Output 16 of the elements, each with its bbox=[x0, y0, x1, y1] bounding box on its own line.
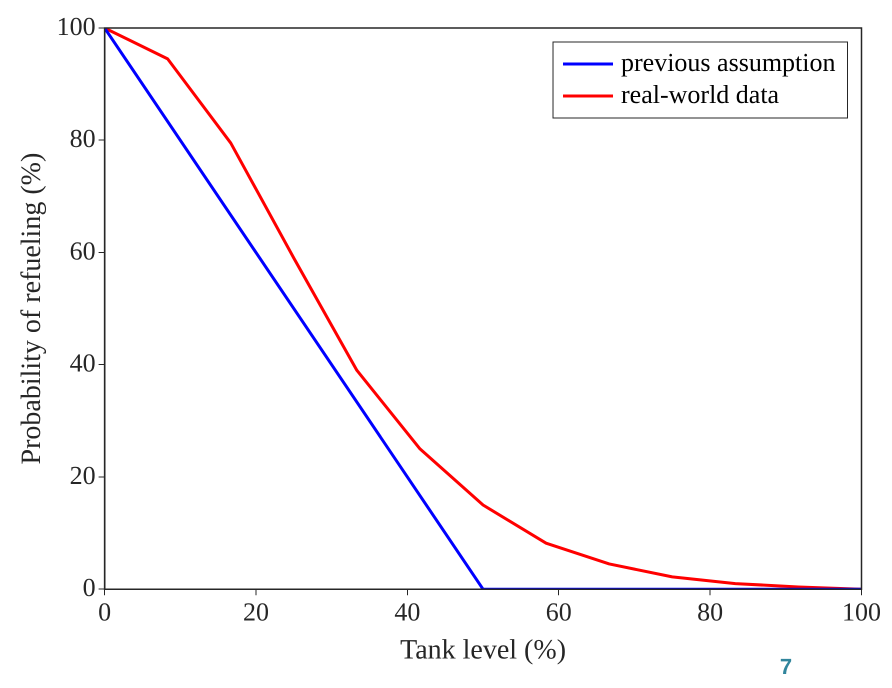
x-tick-label: 20 bbox=[242, 598, 269, 627]
x-tick-label: 80 bbox=[697, 598, 724, 627]
y-tick-label: 0 bbox=[82, 573, 96, 602]
y-tick-label: 80 bbox=[70, 124, 96, 154]
x-tick-label: 40 bbox=[394, 598, 420, 627]
y-tick-label: 20 bbox=[70, 460, 96, 490]
x-axis-title: Tank level (%) bbox=[400, 634, 566, 666]
legend-label: previous assumption bbox=[621, 48, 836, 77]
x-tick-label: 100 bbox=[842, 598, 881, 627]
y-tick-label: 40 bbox=[70, 348, 96, 378]
x-tick-label: 60 bbox=[546, 598, 572, 627]
legend-label: real-world data bbox=[621, 80, 780, 109]
y-tick-label: 100 bbox=[56, 12, 96, 41]
text: 7 bbox=[780, 654, 792, 680]
y-tick-label: 60 bbox=[70, 236, 96, 266]
y-axis-title: Probability of refueling (%) bbox=[16, 152, 48, 465]
